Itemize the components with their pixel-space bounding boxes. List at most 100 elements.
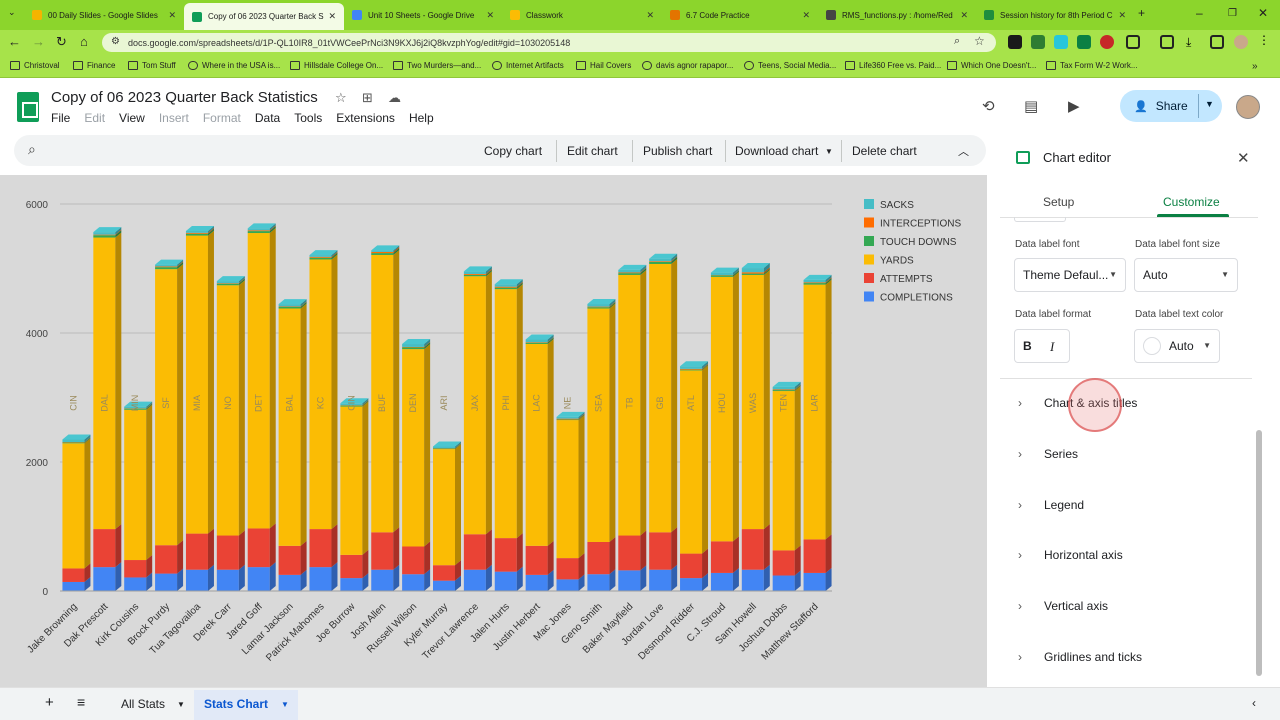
bookmark-item[interactable]: Life360 Free vs. Paid... (845, 61, 941, 70)
extension-icon[interactable] (1054, 35, 1068, 49)
download-dropdown-icon[interactable]: ▼ (825, 147, 833, 156)
more-bookmarks-icon[interactable]: » (1252, 61, 1258, 72)
menu-view[interactable]: View (119, 111, 145, 125)
section-vertical-axis[interactable]: › Vertical axis (1018, 599, 1108, 613)
menu-tools[interactable]: Tools (294, 111, 323, 125)
bookmark-item[interactable]: Which One Doesn't... (947, 61, 1036, 70)
browser-tab[interactable]: Unit 10 Sheets - Google Drive ✕ (344, 4, 502, 26)
sheets-logo-icon[interactable] (17, 92, 39, 122)
reload-icon[interactable]: ↻ (56, 34, 67, 49)
browser-tab[interactable]: Classwork ✕ (502, 4, 662, 26)
data-label-font-select[interactable]: Theme Defaul... ▼ (1014, 258, 1126, 292)
publish-chart-button[interactable]: Publish chart (643, 144, 713, 158)
close-tab-icon[interactable]: ✕ (802, 9, 810, 20)
extension-icon[interactable] (1008, 35, 1022, 49)
document-title[interactable]: Copy of 06 2023 Quarter Back Statistics (51, 89, 318, 106)
close-tab-icon[interactable]: ✕ (486, 9, 494, 20)
browser-tab[interactable]: 6.7 Code Practice ✕ (662, 4, 818, 26)
tab-search-icon[interactable]: ⌄ (8, 7, 16, 17)
star-icon[interactable]: ☆ (335, 90, 347, 105)
minimize-icon[interactable]: – (1196, 6, 1203, 20)
menu-file[interactable]: File (51, 111, 71, 125)
all-sheets-icon[interactable]: ≡ (77, 694, 86, 710)
collapse-icon[interactable]: ︿ (958, 146, 969, 158)
edit-chart-button[interactable]: Edit chart (567, 144, 618, 158)
profile-avatar[interactable] (1234, 35, 1248, 49)
data-label-size-select[interactable]: Auto ▼ (1134, 258, 1238, 292)
share-dropdown-icon[interactable]: ▼ (1205, 99, 1214, 109)
bookmark-item[interactable]: Hail Covers (576, 61, 631, 70)
back-icon[interactable]: ← (8, 34, 21, 49)
close-icon[interactable]: ✕ (1237, 150, 1250, 167)
section-gridlines-ticks[interactable]: › Gridlines and ticks (1018, 650, 1142, 664)
share-button[interactable]: 👤 Share ▼ (1120, 90, 1222, 122)
menu-format[interactable]: Format (202, 111, 241, 125)
bookmark-item[interactable]: Tom Stuff (128, 61, 176, 70)
site-info-icon[interactable]: ⚙ (111, 36, 120, 47)
close-window-icon[interactable]: ✕ (1258, 6, 1269, 20)
download-icon[interactable]: ⤓ (1186, 35, 1192, 49)
bookmark-item[interactable]: Christoval (10, 61, 60, 70)
cloud-status-icon[interactable]: ☁ (388, 90, 401, 105)
meet-icon[interactable]: ▶ (1068, 98, 1080, 115)
browser-tab[interactable]: RMS_functions.py : /home/Red ✕ (818, 4, 976, 26)
sheet-menu-icon[interactable]: ▼ (177, 700, 185, 709)
bookmark-item[interactable]: Internet Artifacts (492, 61, 564, 70)
sheet-menu-icon[interactable]: ▼ (281, 700, 289, 709)
sheet-tab-stats-chart[interactable]: Stats Chart (204, 697, 269, 711)
extension-icon[interactable] (1100, 35, 1114, 49)
close-tab-icon[interactable]: ✕ (646, 9, 654, 20)
data-label-color-select[interactable]: Auto ▼ (1134, 329, 1220, 363)
version-history-icon[interactable]: ⟲ (982, 98, 995, 115)
browser-tab[interactable]: Session history for 8th Period C ✕ (976, 4, 1134, 26)
sheet-tab-all-stats[interactable]: All Stats (121, 697, 166, 711)
extension-icon[interactable] (1160, 35, 1174, 49)
home-icon[interactable]: ⌂ (80, 34, 88, 49)
section-legend[interactable]: › Legend (1018, 498, 1084, 512)
comments-icon[interactable]: ▤ (1024, 98, 1039, 115)
section-series[interactable]: › Series (1018, 447, 1078, 461)
bookmark-item[interactable]: Hillsdale College On... (290, 61, 383, 70)
puzzle-icon[interactable] (1126, 35, 1140, 49)
address-bar[interactable]: ⚙ docs.google.com/spreadsheets/d/1P-QL10… (102, 33, 996, 52)
menu-help[interactable]: Help (408, 111, 434, 125)
browser-tab[interactable]: 00 Daily Slides - Google Slides ✕ (24, 4, 184, 26)
search-icon[interactable]: ⌕ (28, 141, 36, 157)
side-panel-icon[interactable] (1210, 35, 1224, 49)
more-menu-icon[interactable]: ⋮ (1258, 33, 1270, 47)
bookmark-star-icon[interactable]: ☆ (974, 34, 985, 48)
close-tab-icon[interactable]: ✕ (168, 9, 176, 20)
bookmark-item[interactable]: Two Murders—and... (393, 61, 481, 70)
bookmark-item[interactable]: davis agnor rapapor... (642, 61, 733, 70)
editor-scrollbar[interactable] (1256, 430, 1262, 676)
menu-data[interactable]: Data (254, 111, 281, 125)
bookmark-item[interactable]: Tax Form W-2 Work... (1046, 61, 1138, 70)
delete-chart-button[interactable]: Delete chart (852, 144, 917, 158)
bold-button[interactable]: B (1023, 339, 1032, 353)
close-tab-icon[interactable]: ✕ (1118, 9, 1126, 20)
scroll-left-icon[interactable]: ‹ (1252, 696, 1256, 710)
bookmark-item[interactable]: Teens, Social Media... (744, 61, 836, 70)
menu-edit[interactable]: Edit (84, 111, 106, 125)
tab-setup[interactable]: Setup (1043, 195, 1075, 209)
add-sheet-icon[interactable]: + (45, 694, 54, 711)
close-tab-icon[interactable]: ✕ (960, 9, 968, 20)
extension-icon[interactable] (1077, 35, 1091, 49)
menu-extensions[interactable]: Extensions (336, 111, 395, 125)
zoom-icon[interactable]: ⌕ (954, 35, 961, 47)
extension-icon[interactable] (1031, 35, 1045, 49)
forward-icon[interactable]: → (32, 34, 45, 49)
download-chart-button[interactable]: Download chart (735, 144, 819, 158)
new-tab-icon[interactable]: + (1138, 6, 1146, 20)
copy-chart-button[interactable]: Copy chart (484, 144, 543, 158)
italic-button[interactable]: I (1050, 339, 1055, 354)
bookmark-item[interactable]: Finance (73, 61, 115, 70)
close-tab-icon[interactable]: ✕ (328, 11, 336, 21)
move-folder-icon[interactable]: ⊞ (362, 90, 373, 105)
bookmark-item[interactable]: Where in the USA is... (188, 61, 280, 70)
tab-customize[interactable]: Customize (1163, 195, 1220, 209)
section-horizontal-axis[interactable]: › Horizontal axis (1018, 548, 1123, 562)
browser-tab-active[interactable]: Copy of 06 2023 Quarter Back S ✕ (184, 3, 344, 30)
maximize-icon[interactable]: ❐ (1228, 8, 1237, 19)
